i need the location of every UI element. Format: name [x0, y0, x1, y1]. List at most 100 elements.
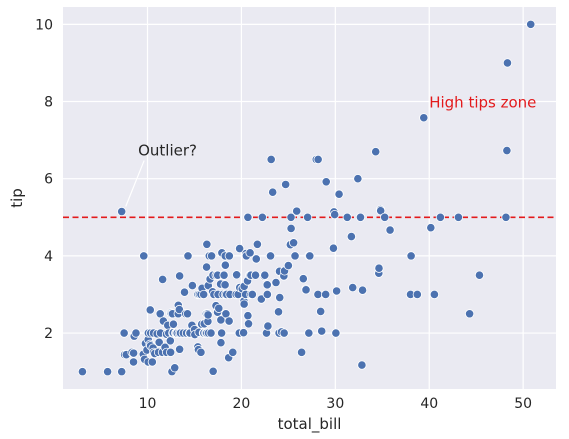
data-point — [290, 251, 300, 261]
data-point — [304, 328, 314, 338]
data-point — [182, 309, 193, 319]
data-point — [292, 206, 302, 216]
data-point — [357, 285, 368, 295]
data-point — [331, 328, 341, 338]
data-point — [256, 294, 266, 304]
data-point — [371, 147, 381, 157]
data-point — [243, 319, 254, 329]
data-point — [330, 209, 340, 220]
data-point — [220, 260, 230, 270]
data-point — [219, 270, 229, 280]
data-point — [128, 357, 139, 367]
y-tick-label: 2 — [44, 326, 53, 342]
data-point — [376, 206, 386, 216]
y-tick-label: 8 — [44, 95, 53, 111]
data-point — [273, 307, 284, 317]
data-point — [380, 212, 390, 222]
data-point — [406, 251, 416, 261]
y-tick-label: 6 — [44, 172, 53, 188]
y-tick-label: 10 — [35, 17, 53, 33]
data-point — [224, 251, 234, 261]
data-point — [429, 289, 439, 300]
data-point — [214, 303, 224, 313]
data-point — [298, 274, 308, 284]
data-point — [303, 212, 313, 222]
data-point — [353, 174, 363, 184]
x-axis-label: total_bill — [278, 415, 342, 434]
data-point — [175, 271, 185, 281]
data-point — [220, 280, 230, 290]
data-point — [266, 154, 276, 165]
data-point — [238, 328, 249, 338]
data-point — [170, 363, 180, 373]
data-point — [313, 289, 323, 300]
data-point — [139, 251, 149, 261]
data-point — [265, 251, 276, 261]
data-point — [165, 336, 175, 346]
data-point — [260, 270, 270, 280]
data-point — [154, 337, 164, 347]
data-point — [147, 357, 157, 367]
outlier-annotation: Outlier? — [138, 142, 197, 160]
data-point — [166, 347, 176, 357]
x-tick-label: 10 — [139, 396, 157, 412]
data-point — [426, 223, 436, 233]
plot-area — [63, 7, 556, 389]
data-point — [206, 328, 216, 338]
data-point — [199, 289, 209, 300]
outlier-arrow — [125, 160, 145, 207]
data-point — [316, 306, 326, 317]
data-point — [158, 274, 168, 285]
data-point — [250, 270, 261, 280]
data-point — [196, 347, 206, 357]
data-point — [179, 287, 190, 297]
data-point — [374, 263, 384, 273]
data-point — [224, 316, 234, 326]
data-point — [412, 289, 422, 300]
data-point — [208, 366, 218, 376]
data-point — [501, 212, 511, 222]
data-point — [131, 328, 141, 338]
data-point — [355, 212, 366, 222]
data-point — [206, 251, 217, 261]
data-point — [202, 239, 212, 249]
data-point — [263, 321, 273, 331]
data-point — [175, 344, 185, 354]
data-point — [305, 251, 315, 261]
high-tips-zone-label: High tips zone — [429, 94, 536, 112]
data-point — [357, 360, 367, 370]
x-ticks: 10 20 30 40 50 — [139, 396, 532, 412]
data-point — [419, 113, 429, 123]
data-point — [346, 231, 356, 242]
data-point — [271, 277, 281, 288]
data-point — [283, 260, 293, 271]
data-point — [502, 58, 513, 68]
y-ticks: 2 4 6 8 10 — [35, 17, 53, 342]
data-point — [129, 348, 139, 358]
data-point — [239, 299, 249, 309]
data-point — [117, 367, 127, 377]
data-point — [252, 239, 262, 249]
data-point — [297, 347, 307, 357]
data-point — [286, 212, 296, 222]
data-point — [268, 187, 278, 197]
data-point — [245, 248, 255, 258]
data-point — [342, 212, 352, 222]
points — [77, 19, 536, 377]
data-point — [321, 177, 331, 187]
x-tick-label: 30 — [326, 396, 344, 412]
data-point — [257, 212, 267, 222]
data-point — [216, 338, 226, 348]
data-point — [251, 254, 261, 264]
data-point — [243, 311, 253, 321]
x-tick-label: 50 — [514, 396, 532, 412]
data-point — [77, 367, 88, 377]
data-point — [465, 309, 475, 319]
data-point — [348, 282, 358, 293]
data-point — [201, 262, 212, 272]
data-point — [145, 305, 155, 315]
data-point — [187, 280, 198, 291]
data-point — [247, 289, 257, 300]
data-point — [183, 251, 193, 261]
data-point — [262, 289, 272, 300]
